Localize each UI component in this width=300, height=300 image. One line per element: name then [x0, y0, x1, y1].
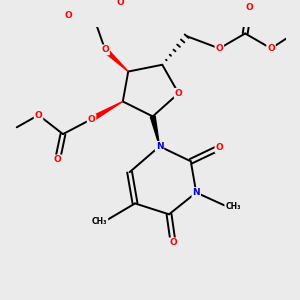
Polygon shape: [150, 116, 160, 146]
Text: N: N: [192, 188, 200, 197]
Text: O: O: [54, 155, 61, 164]
Text: O: O: [64, 11, 72, 20]
Text: O: O: [215, 44, 223, 53]
Polygon shape: [90, 101, 123, 121]
Text: O: O: [169, 238, 177, 247]
Text: O: O: [101, 45, 109, 54]
Text: O: O: [215, 143, 223, 152]
Text: N: N: [156, 142, 163, 151]
Text: CH₃: CH₃: [92, 217, 107, 226]
Text: O: O: [267, 44, 275, 53]
Text: O: O: [34, 111, 42, 120]
Polygon shape: [103, 48, 128, 71]
Text: O: O: [116, 0, 124, 7]
Text: CH₃: CH₃: [225, 202, 241, 211]
Text: O: O: [175, 89, 182, 98]
Text: O: O: [245, 3, 253, 12]
Text: O: O: [88, 115, 95, 124]
